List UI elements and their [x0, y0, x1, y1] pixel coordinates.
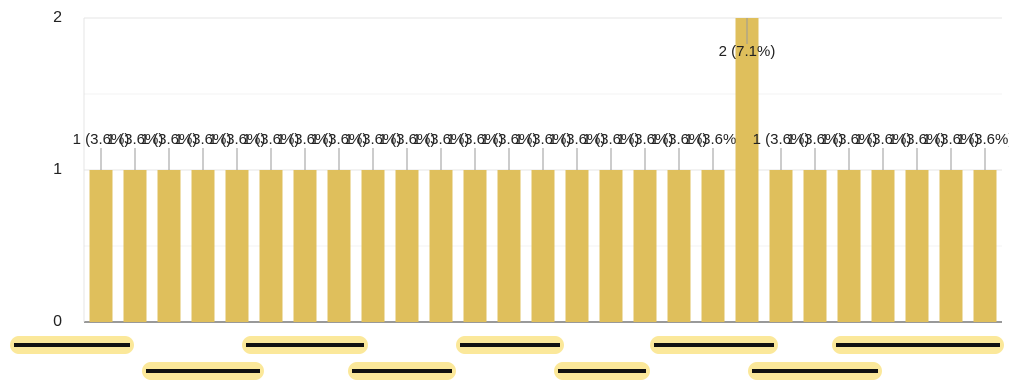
- value-label: 1 (3.6%): [787, 131, 844, 148]
- bar: [565, 170, 589, 322]
- bar: [701, 170, 725, 322]
- bar: [599, 170, 623, 322]
- value-label: 1 (3.6%): [923, 131, 980, 148]
- bar: [123, 170, 147, 322]
- value-label: 1 (3.6%): [345, 131, 402, 148]
- value-label: 1 (3.6%): [175, 131, 232, 148]
- value-label: 1 (3.6%): [243, 131, 300, 148]
- bar: [361, 170, 385, 322]
- bar: [259, 170, 283, 322]
- bar: [191, 170, 215, 322]
- bar: [667, 170, 691, 322]
- y-tick-label: 1: [53, 161, 62, 178]
- value-label: 1 (3.6%): [481, 131, 538, 148]
- value-label: 1 (3.6%): [685, 131, 742, 148]
- bar: [225, 170, 249, 322]
- value-label: 1 (3.6%): [855, 131, 912, 148]
- bar: [429, 170, 453, 322]
- bar: [871, 170, 895, 322]
- value-label: 2 (7.1%): [719, 43, 776, 60]
- redacted-labels: [10, 336, 1004, 380]
- bar: [837, 170, 861, 322]
- value-label: 1 (3.6%): [311, 131, 368, 148]
- bar: [633, 170, 657, 322]
- value-label: 1 (3.6%): [379, 131, 436, 148]
- value-label: 1 (3.6%): [549, 131, 606, 148]
- bar: [157, 170, 181, 322]
- bar: [973, 170, 997, 322]
- bar: [939, 170, 963, 322]
- value-label: 1 (3.6%): [617, 131, 674, 148]
- bar: [327, 170, 351, 322]
- bar: [293, 170, 317, 322]
- y-tick-label: 2: [53, 9, 62, 26]
- bar: [89, 170, 113, 322]
- bar: [395, 170, 419, 322]
- value-label: 1 (3.6%): [583, 131, 640, 148]
- bar: [531, 170, 555, 322]
- value-label: 1 (3.6%): [73, 131, 130, 148]
- bar: [803, 170, 827, 322]
- value-label: 1 (3.6%): [141, 131, 198, 148]
- value-label: 1 (3.6%): [889, 131, 946, 148]
- bar: [735, 18, 759, 322]
- bar: [769, 170, 793, 322]
- value-label: 1 (3.6%): [107, 131, 164, 148]
- value-label: 1 (3.6%): [277, 131, 334, 148]
- value-label: 1 (3.6%): [515, 131, 572, 148]
- value-label: 1 (3.6%): [413, 131, 470, 148]
- value-label: 1 (3.6%): [447, 131, 504, 148]
- redaction-scribbles: [14, 343, 1000, 373]
- value-label: 1 (3.6%): [209, 131, 266, 148]
- value-label: 1 (3.6%): [821, 131, 878, 148]
- value-label: 1 (3.6%): [753, 131, 810, 148]
- bar: [497, 170, 521, 322]
- bar: [463, 170, 487, 322]
- value-label: 1 (3.6%): [957, 131, 1009, 148]
- y-tick-label: 0: [53, 313, 62, 330]
- value-label: 1 (3.6%): [651, 131, 708, 148]
- bar: [905, 170, 929, 322]
